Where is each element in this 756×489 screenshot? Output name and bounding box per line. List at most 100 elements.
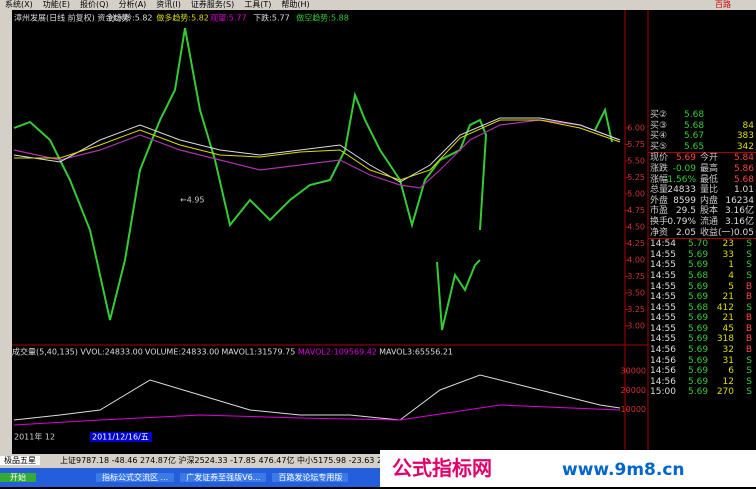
stat-value: 3.16亿 xyxy=(724,206,754,217)
task-item[interactable]: 广发证券至强版V6... xyxy=(180,473,267,482)
y-tick-label: 10000 xyxy=(621,405,646,414)
tick-price: 5.69 xyxy=(688,366,709,377)
menu-item[interactable]: 帮助(H) xyxy=(281,0,310,9)
tick-volume: 270 xyxy=(716,387,734,398)
divider xyxy=(648,238,756,240)
stat-label: 收益(一) xyxy=(700,227,735,238)
tick-row: 14:55 5.68 4 S xyxy=(648,271,756,282)
tick-time: 14:55 xyxy=(650,249,676,260)
stat-row: 外盘 8599 内盘 16234 xyxy=(648,196,756,207)
menu-item[interactable]: 报价(Q) xyxy=(80,0,109,9)
tick-volume: 31 xyxy=(722,355,734,366)
stat-label: 现价 xyxy=(650,153,669,164)
tick-row: 14:55 5.68 412 S xyxy=(648,303,756,314)
menu-item[interactable]: 功能(E) xyxy=(42,0,71,9)
tick-volume: 32 xyxy=(722,345,734,356)
tick-row: 14:55 5.69 21 B xyxy=(648,313,756,324)
volume-label: MAVOL3:65556.21 xyxy=(379,348,453,357)
menu-item[interactable]: 分析(A) xyxy=(118,0,147,9)
tick-volume: 1 xyxy=(728,260,734,271)
order-label: 买⑤ xyxy=(650,141,668,152)
stat-value: 5.86 xyxy=(733,163,754,174)
tick-side: S xyxy=(746,260,752,271)
tick-side: B xyxy=(745,313,752,324)
menu-bar: 系统(X) 功能(E) 报价(Q) 分析(A) 资讯(I) 证券服务(S) 工具(T) 帮助(… xyxy=(0,0,756,10)
order-price: 5.67 xyxy=(684,131,705,142)
order-price: 5.65 xyxy=(684,141,705,152)
stat-value: -1.56% xyxy=(664,174,696,185)
divider xyxy=(648,152,756,154)
stat-value: 2.05 xyxy=(675,227,696,238)
order-price: 5.68 xyxy=(684,120,705,131)
trend-line xyxy=(436,259,481,331)
button[interactable]: 极品五星 xyxy=(0,456,40,465)
start-button[interactable]: 开始 xyxy=(0,473,36,482)
order-price: 5.68 xyxy=(684,110,705,120)
stat-label: 股本 xyxy=(700,206,719,217)
volume-label: MAVOL2:109569.42 xyxy=(298,348,377,357)
tick-price: 5.69 xyxy=(688,334,709,345)
order-volume: 84 xyxy=(742,120,754,131)
tick-side: B xyxy=(745,345,752,356)
task-item[interactable]: 百路发论坛专用版 xyxy=(272,473,349,482)
order-label: 买④ xyxy=(650,131,668,142)
tick-volume: 21 xyxy=(722,292,734,303)
tick-time: 14:56 xyxy=(650,366,676,377)
stat-label: 市盈 xyxy=(650,206,669,217)
menu-item[interactable]: 资讯(I) xyxy=(156,0,181,9)
stat-label: 换手 xyxy=(650,216,669,227)
order-volume: 383 xyxy=(736,131,754,142)
annotation: ←4.95 xyxy=(180,196,205,205)
tick-price: 5.69 xyxy=(688,292,709,303)
tick-price: 5.69 xyxy=(688,260,709,271)
menu-item[interactable]: 系统(X) xyxy=(5,0,33,9)
volume-ma xyxy=(13,404,621,426)
order-row: 买⑤ 5.65 342 xyxy=(648,142,756,153)
tick-price: 5.69 xyxy=(688,387,709,398)
volume-label: VOLUME:24833.00 xyxy=(145,348,219,357)
corner-tag: 百路 xyxy=(715,0,731,9)
stat-value: 3.16亿 xyxy=(724,216,754,227)
y-tick-label: 6.00 xyxy=(627,124,645,133)
tick-volume: 12 xyxy=(722,376,734,387)
tick-side: S xyxy=(746,355,752,366)
y-tick-label: 5.25 xyxy=(627,173,645,182)
tick-side: S xyxy=(746,366,752,377)
trend-line xyxy=(13,27,488,321)
tick-row: 14:56 5.69 32 B xyxy=(648,345,756,356)
stat-value: 5.69 xyxy=(675,153,696,164)
stat-value: 24833 xyxy=(667,185,696,196)
task-item[interactable]: 指标公式交流区 ... xyxy=(96,473,175,482)
tick-price: 5.69 xyxy=(688,249,709,260)
tick-side: S xyxy=(746,387,752,398)
menu-item[interactable]: 证券服务(S) xyxy=(190,0,235,9)
stat-row: 涨幅 -1.56% 最低 5.68 xyxy=(648,175,756,186)
menu-item[interactable]: 工具(T) xyxy=(244,0,272,9)
tick-price: 5.69 xyxy=(688,313,709,324)
stat-label: 涨跌 xyxy=(650,163,669,174)
tick-side: B xyxy=(745,334,752,345)
stat-row: 市盈 29.5 股本 3.16亿 xyxy=(648,206,756,217)
tick-time: 14:55 xyxy=(650,292,676,303)
tick-side: B xyxy=(745,323,752,334)
tick-row: 14:56 5.69 6 S xyxy=(648,366,756,377)
tick-volume: 4 xyxy=(728,270,734,281)
stat-value: 1.01 xyxy=(733,185,754,196)
tick-side: S xyxy=(746,302,752,313)
chart-title: 漳州发展(日线 前复权) 资金趋势 xyxy=(14,13,129,23)
stat-value: 8599 xyxy=(673,195,696,206)
stat-label: 流通 xyxy=(700,216,719,227)
tick-side: S xyxy=(746,239,752,250)
tick-volume: 5 xyxy=(728,281,734,292)
index-text: 上证9787.18 -48.46 274.87亿 沪深2524.33 -17.8… xyxy=(60,456,408,465)
y-tick-label: 5.75 xyxy=(627,140,645,149)
order-label: 买② xyxy=(650,110,668,120)
stat-value: 5.84 xyxy=(733,153,754,164)
tick-row: 14:55 5.69 1 S xyxy=(648,260,756,271)
date-cursor-bg xyxy=(90,432,152,442)
y-tick-label: 3.50 xyxy=(627,289,645,298)
order-volume: 342 xyxy=(736,141,754,152)
trend-line xyxy=(594,107,613,143)
ma-line xyxy=(14,119,621,181)
y-tick-label: 20000 xyxy=(621,386,646,395)
